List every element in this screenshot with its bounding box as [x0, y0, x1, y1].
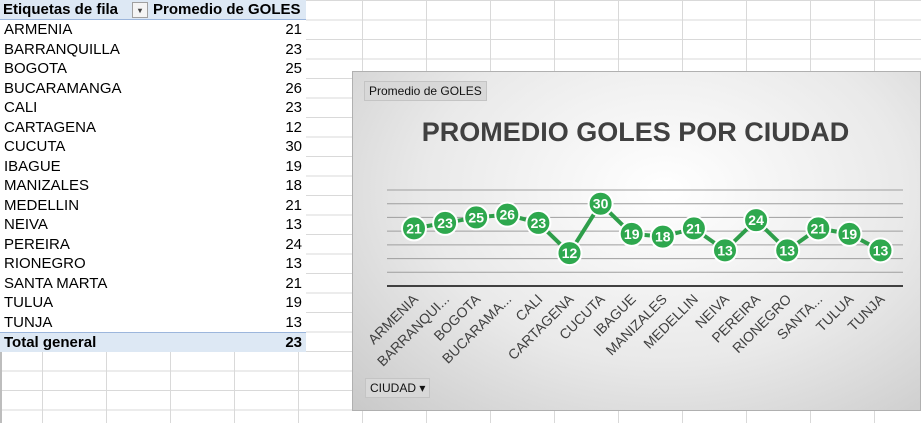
table-row[interactable]: TULUA 19: [0, 293, 306, 313]
data-label: 24: [748, 212, 764, 228]
row-labels-header-text: Etiquetas de fila: [3, 1, 119, 18]
chart-title: PROMEDIO GOLES POR CIUDAD: [421, 117, 850, 147]
row-label: SANTA MARTA: [4, 274, 108, 292]
data-point: [680, 215, 707, 242]
data-point: [836, 220, 863, 247]
series-line: [413, 201, 882, 256]
table-row[interactable]: IBAGUE 19: [0, 157, 306, 177]
pivot-header: Etiquetas de fila ▾ Promedio de GOLES: [0, 0, 306, 20]
data-point: [401, 215, 427, 242]
row-label: MANIZALES: [4, 177, 90, 195]
values-header[interactable]: Promedio de GOLES: [153, 1, 301, 18]
table-row[interactable]: CUCUTA 30: [0, 137, 306, 157]
table-row[interactable]: CARTAGENA 12: [0, 118, 306, 138]
total-value: 23: [285, 334, 302, 351]
row-value: 30: [285, 138, 302, 156]
data-point: [743, 207, 770, 234]
table-row[interactable]: MANIZALES 18: [0, 176, 306, 196]
row-value: 13: [285, 313, 302, 331]
data-label: 21: [406, 220, 422, 236]
table-row[interactable]: BOGOTA 25: [0, 59, 306, 79]
table-row[interactable]: TUNJA 13: [0, 313, 306, 333]
data-point: [618, 220, 645, 247]
row-value: 23: [285, 40, 302, 58]
data-point: [494, 201, 521, 228]
row-value: 21: [285, 196, 302, 214]
pivot-chart[interactable]: Promedio de GOLES PROMEDIO GOLES POR CIU…: [352, 71, 921, 411]
row-value: 12: [285, 118, 302, 136]
row-value: 19: [285, 294, 302, 312]
table-row[interactable]: BARRANQUILLA 23: [0, 40, 306, 60]
data-label: 19: [624, 226, 640, 242]
row-value: 21: [285, 21, 302, 39]
row-value: 13: [285, 216, 302, 234]
data-label: 25: [468, 209, 484, 225]
category-field-label: CIUDAD: [370, 381, 417, 395]
chevron-down-icon: ▾: [419, 381, 426, 395]
data-label: 13: [717, 242, 733, 258]
row-label: TUNJA: [4, 313, 53, 331]
row-value: 13: [285, 255, 302, 273]
row-value: 25: [285, 60, 302, 78]
row-label: PEREIRA: [4, 235, 70, 253]
row-label: CUCUTA: [4, 138, 66, 156]
row-value: 26: [285, 79, 302, 97]
table-row[interactable]: SANTA MARTA 21: [0, 274, 306, 294]
category-field-button[interactable]: CIUDAD ▾: [365, 378, 431, 398]
data-point: [463, 204, 490, 231]
data-label: 21: [686, 220, 702, 236]
data-label: 19: [842, 226, 858, 242]
row-label: RIONEGRO: [4, 255, 86, 273]
row-label: CALI: [4, 99, 38, 117]
data-label: 12: [562, 245, 578, 261]
value-field-button[interactable]: Promedio de GOLES: [364, 81, 487, 101]
data-point: [712, 237, 738, 264]
data-label: 26: [500, 207, 516, 223]
pivot-rows: ARMENIA 21 BARRANQUILLA 23 BOGOTA 25 BUCARAMAN…: [0, 20, 306, 332]
table-row[interactable]: MEDELLIN 21: [0, 196, 306, 216]
data-point: [587, 190, 614, 217]
data-point: [774, 237, 801, 264]
data-point: [432, 209, 459, 236]
pivot-table: Etiquetas de fila ▾ Promedio de GOLES AR…: [0, 0, 306, 352]
row-labels-header[interactable]: Etiquetas de fila ▾: [0, 0, 150, 19]
table-row[interactable]: RIONEGRO 13: [0, 254, 306, 274]
table-row[interactable]: BUCARAMANGA 26: [0, 79, 306, 99]
data-label: 23: [437, 215, 453, 231]
data-label: 30: [593, 196, 609, 212]
row-label: BARRANQUILLA: [4, 40, 120, 58]
data-point: [867, 237, 894, 264]
row-value: 18: [285, 177, 302, 195]
row-value: 23: [285, 99, 302, 117]
data-label: 13: [873, 242, 889, 258]
data-label: 21: [811, 220, 827, 236]
table-row[interactable]: CALI 23: [0, 98, 306, 118]
row-label: CARTAGENA: [4, 118, 96, 136]
pivot-total-row[interactable]: Total general 23: [0, 332, 306, 352]
filter-dropdown-icon[interactable]: ▾: [132, 2, 148, 18]
total-label: Total general: [4, 334, 97, 351]
table-row[interactable]: PEREIRA 24: [0, 235, 306, 255]
row-value: 19: [285, 157, 302, 175]
row-label: TULUA: [4, 294, 54, 312]
row-label: MEDELLIN: [4, 196, 80, 214]
data-point: [525, 209, 552, 236]
data-label: 18: [655, 229, 671, 245]
data-point: [649, 223, 676, 250]
row-value: 24: [285, 235, 302, 253]
data-point: [805, 215, 832, 242]
data-point: [556, 240, 583, 267]
row-label: BUCARAMANGA: [4, 79, 122, 97]
row-label: BOGOTA: [4, 60, 68, 78]
row-label: NEIVA: [4, 216, 48, 234]
row-value: 21: [285, 274, 302, 292]
table-row[interactable]: NEIVA 13: [0, 215, 306, 235]
data-label: 13: [779, 242, 795, 258]
row-label: IBAGUE: [4, 157, 61, 175]
table-row[interactable]: ARMENIA 21: [0, 20, 306, 40]
data-label: 23: [531, 215, 547, 231]
row-label: ARMENIA: [4, 21, 73, 39]
